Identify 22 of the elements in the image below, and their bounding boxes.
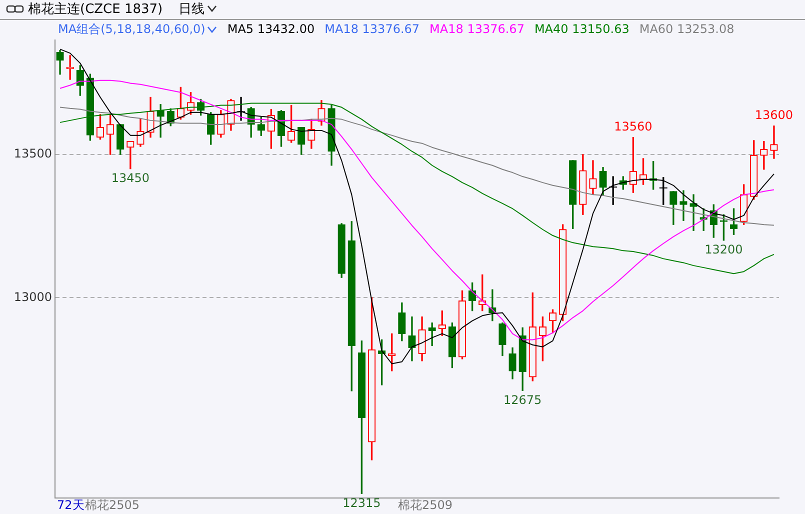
text: 棉花2505 [85, 498, 140, 512]
chart-title: 棉花主连(CZCE 1837) [28, 2, 163, 17]
annotation: 13600 [754, 108, 794, 122]
y-tick-label: 13500 [14, 146, 52, 161]
text: 72天 [57, 498, 84, 512]
text: MA5 13432.00 [227, 22, 315, 36]
candlestick [770, 126, 778, 159]
annotation: 13450 [111, 170, 150, 185]
text: MA60 13253.08 [639, 22, 734, 36]
legend-label: MA18 13376.67 [324, 22, 420, 36]
text: MA18 13376.67 [430, 22, 524, 36]
chart-subtitle: 日线 [178, 2, 205, 17]
annotation: 12675 [503, 392, 542, 407]
annotation: 13560 [614, 119, 652, 134]
legend-title: MA组合(5,18,18,40,60,0) [58, 22, 206, 36]
annotation: 12315 [342, 496, 381, 510]
text: MA40 13150.63 [534, 22, 630, 36]
y-tick-label: 13000 [14, 290, 52, 304]
candlestick [236, 96, 246, 121]
text: 棉花2509 [398, 498, 453, 512]
candlestick [680, 190, 688, 221]
annotation: 13200 [704, 242, 743, 256]
